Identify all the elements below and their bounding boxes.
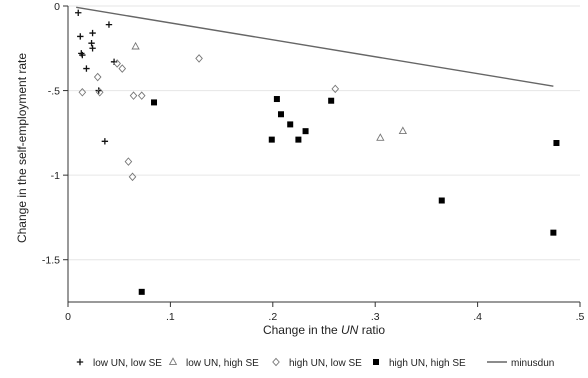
x-tick-label: .4 [473, 311, 482, 323]
legend-label: high UN, high SE [389, 358, 466, 369]
square-point [328, 97, 335, 104]
legend-diamond-key [272, 357, 280, 367]
y-axis-title: Change in the self-employment rate [15, 53, 29, 243]
triangle-point [398, 126, 408, 135]
square-point [302, 128, 309, 135]
plus-point [83, 65, 90, 72]
legend-label: low UN, low SE [93, 358, 162, 369]
plus-point [89, 29, 96, 37]
triangle-point [131, 41, 140, 50]
diamond-point [128, 172, 137, 182]
plus-point [89, 45, 96, 52]
axes [63, 5, 581, 307]
plus-point [77, 33, 84, 40]
square-point [151, 99, 158, 106]
y-tick-label: -1.5 [42, 255, 60, 267]
square-point [287, 121, 294, 128]
y-tick-label: -.5 [48, 86, 60, 98]
square-point [438, 197, 445, 204]
diamond-point [195, 54, 203, 63]
plus-point [79, 51, 86, 59]
x-tick-label: .2 [268, 311, 277, 323]
plus-point [75, 9, 82, 16]
diamond-point [137, 91, 146, 100]
square-point [295, 136, 302, 143]
x-axis-title: Change in the UN ratio [263, 323, 385, 337]
y-tick-label: 0 [54, 1, 60, 13]
x-tick-label: 0 [65, 311, 71, 323]
legend-label: low UN, high SE [186, 358, 259, 369]
data-series [75, 6, 560, 295]
square-point [553, 140, 560, 147]
x-tick-label: .3 [371, 311, 380, 323]
x-tick-label: .5 [576, 311, 585, 323]
legend-triangle-key [168, 357, 178, 365]
triangle-point [376, 133, 385, 141]
diamond-point [118, 64, 127, 73]
square-point [277, 111, 284, 118]
plus-point [105, 21, 113, 28]
tick-labels: 0 -.5 -1 -1.5 0 .1 .2 .3 .4 .5 [42, 1, 585, 323]
plus-point [101, 138, 109, 145]
diamond-point [331, 84, 340, 94]
diamond-point [113, 59, 121, 68]
x-tick-label: .1 [166, 311, 175, 323]
diamond-point [78, 87, 87, 97]
legend-label: high UN, low SE [289, 358, 362, 369]
legend-label: minusdun [511, 358, 554, 369]
y-tick-label: -1 [51, 170, 60, 182]
legend-plus-key [76, 358, 84, 366]
legend-square-key [373, 359, 379, 365]
square-point [550, 229, 557, 236]
minusdun-line [76, 6, 554, 87]
diamond-point [129, 91, 138, 100]
diamond-point [124, 157, 133, 166]
diamond-point [95, 87, 104, 97]
legend: low UN, low SE low UN, high SE high UN, lo… [76, 357, 554, 369]
gridlines [68, 5, 580, 261]
plus-point [88, 40, 95, 47]
square-point [138, 288, 145, 295]
square-point [268, 136, 275, 143]
diamond-point [93, 72, 102, 82]
square-point [273, 96, 280, 103]
